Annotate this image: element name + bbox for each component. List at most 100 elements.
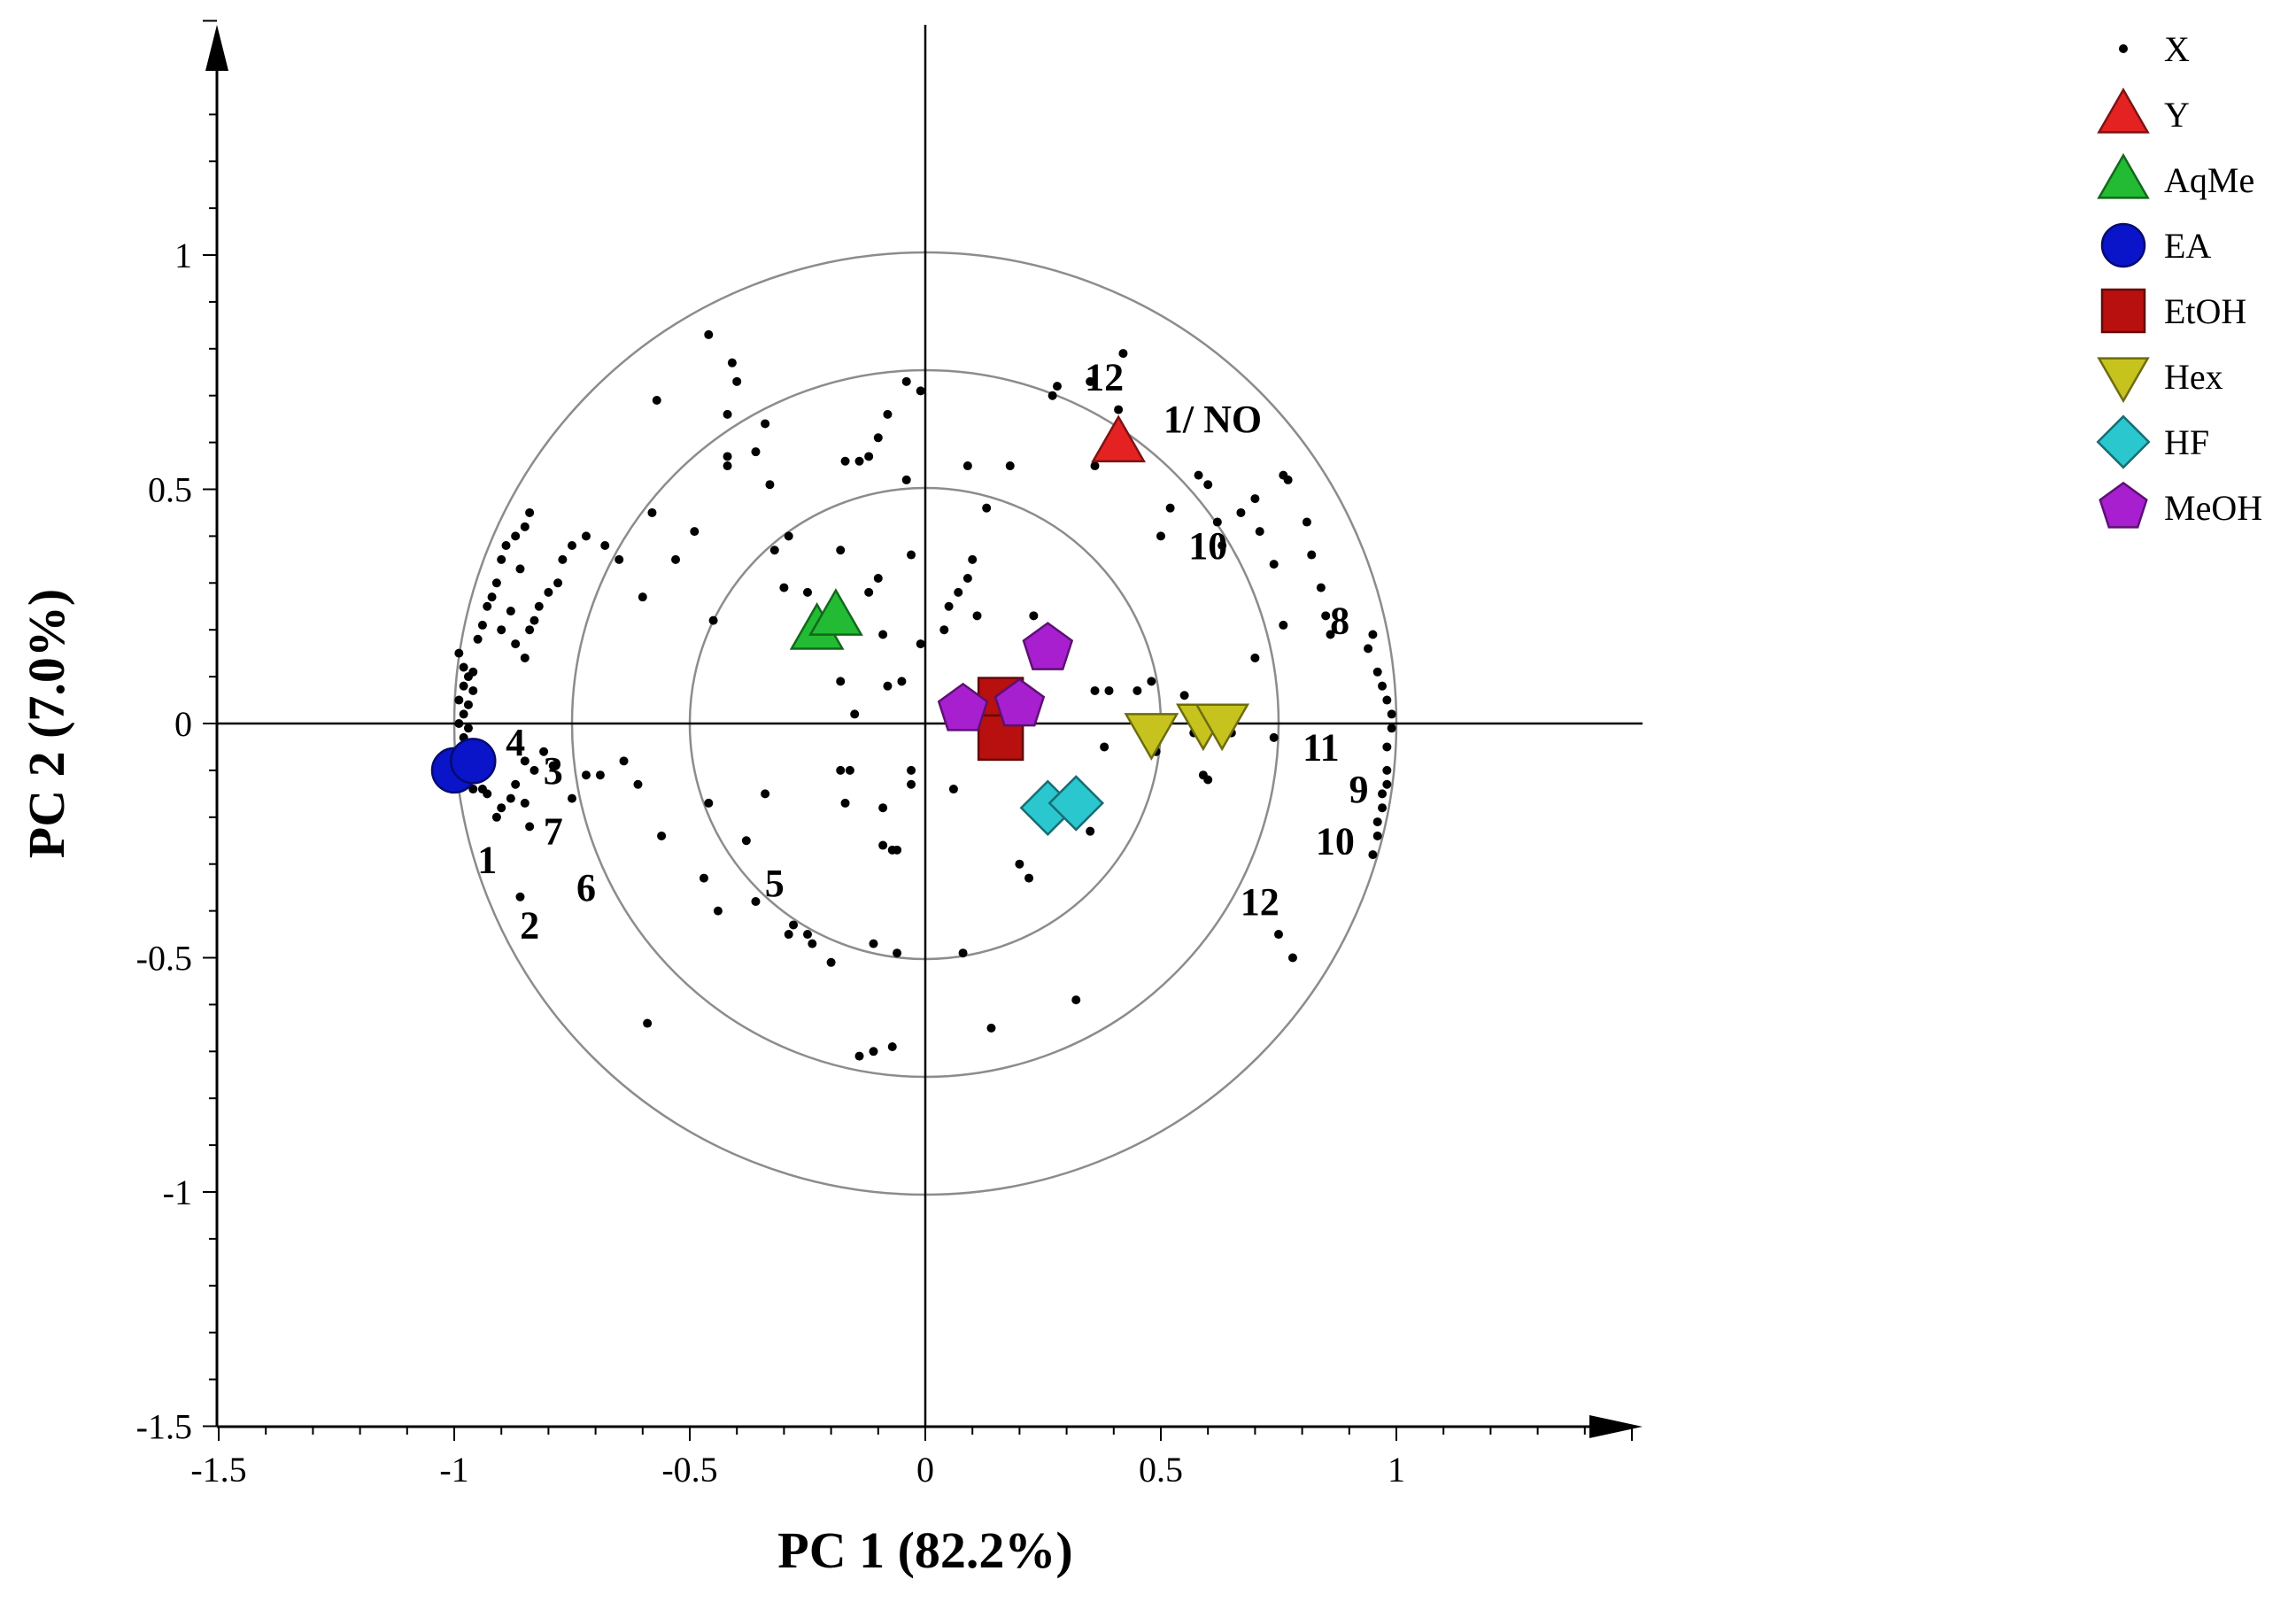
legend-marker-aqme — [2097, 152, 2150, 199]
x-point — [671, 554, 681, 564]
x-point — [463, 724, 473, 733]
ticks — [203, 19, 1633, 1441]
x-point — [473, 634, 483, 644]
x-point — [878, 840, 888, 850]
point-label: 1/ NO — [1163, 398, 1262, 441]
x-point — [751, 447, 761, 457]
x-point — [1382, 742, 1392, 752]
legend-label-meoh: MeOH — [2164, 488, 2262, 528]
hex-point — [1124, 713, 1179, 761]
x-point — [873, 574, 883, 584]
x-point — [468, 785, 478, 794]
x-point — [1364, 644, 1373, 654]
x-point — [1024, 873, 1034, 883]
x-point — [525, 822, 535, 832]
x-tick-label: 0 — [916, 1450, 934, 1490]
x-point — [1372, 831, 1382, 840]
x-point — [1071, 995, 1081, 1005]
x-tick-label: -1 — [439, 1450, 468, 1490]
x-point — [1118, 349, 1128, 359]
y-point — [1091, 414, 1147, 463]
x-point — [869, 1047, 878, 1056]
legend-marker-hf — [2096, 414, 2151, 469]
x-point — [1250, 653, 1260, 662]
x-point — [1283, 475, 1293, 484]
x-point — [784, 531, 793, 541]
meoh-point — [1022, 622, 1074, 670]
x-axis-title: PC 1 (82.2%) — [777, 1521, 1072, 1579]
x-point — [1368, 630, 1378, 639]
x-point — [808, 939, 817, 948]
x-point — [873, 433, 883, 443]
x-point — [558, 554, 568, 564]
series-ea — [430, 738, 497, 794]
legend-label-y: Y — [2164, 95, 2190, 135]
point-label: 11 — [1303, 725, 1340, 769]
x-point — [883, 409, 893, 419]
x-point — [765, 480, 775, 490]
x-point — [1274, 930, 1283, 940]
x-point — [887, 845, 897, 855]
x-point — [784, 930, 793, 940]
ea-point — [450, 738, 497, 785]
x-point — [539, 747, 549, 756]
x-point — [463, 700, 473, 709]
x-point — [1048, 391, 1057, 400]
x-point — [511, 531, 521, 541]
x-point — [1302, 517, 1311, 527]
x-point — [459, 662, 468, 672]
meoh-point — [993, 677, 1046, 727]
x-point — [1382, 695, 1392, 705]
x-point — [477, 785, 487, 794]
x-point — [633, 779, 643, 789]
x-point — [1378, 681, 1388, 691]
x-point — [1156, 531, 1165, 541]
x-point — [1321, 611, 1331, 621]
x-point — [600, 540, 610, 550]
x-point — [1052, 382, 1062, 391]
x-point — [515, 564, 525, 574]
x-point — [515, 892, 525, 902]
legend-marker-ea — [2100, 222, 2146, 268]
x-point — [789, 920, 799, 930]
x-point — [751, 897, 761, 907]
x-point — [468, 667, 478, 677]
x-point — [761, 789, 770, 799]
x-point — [1086, 826, 1095, 836]
x-point — [836, 546, 846, 555]
x-point — [501, 540, 511, 550]
aqme-point — [808, 588, 863, 636]
point-label: 5 — [765, 862, 785, 905]
point-label: 6 — [576, 866, 596, 909]
x-point — [553, 578, 563, 588]
point-label: 10 — [1188, 524, 1227, 568]
x-point — [1090, 685, 1100, 695]
x-point — [1382, 765, 1392, 775]
x-point — [948, 785, 958, 794]
y-tick-label: -1 — [163, 1172, 192, 1212]
x-point — [878, 630, 888, 639]
annotations: 12 1/ NO 10 8 119 10 12 43 7 1 62 5 — [477, 356, 1368, 948]
x-point — [1372, 667, 1382, 677]
x-point — [982, 503, 992, 513]
series-hf — [1019, 775, 1105, 836]
x-point — [1287, 953, 1297, 963]
x-point — [887, 1042, 897, 1052]
x-point — [850, 709, 860, 719]
series-meoh — [937, 622, 1074, 731]
x-tick-label: 1 — [1388, 1450, 1405, 1490]
x-point — [1250, 494, 1260, 504]
x-point — [699, 873, 708, 883]
series-y — [1091, 414, 1147, 463]
y-tick-label: 0 — [174, 704, 192, 744]
x-point — [836, 677, 846, 686]
x-point — [878, 803, 888, 813]
legend-label-aqme: AqMe — [2164, 160, 2254, 200]
legend-marker-hex — [2097, 357, 2150, 404]
x-point — [454, 695, 464, 705]
x-point — [723, 409, 732, 419]
x-point — [1133, 685, 1142, 695]
x-point — [506, 793, 515, 803]
x-point — [1114, 405, 1124, 414]
x-point — [1194, 470, 1203, 480]
